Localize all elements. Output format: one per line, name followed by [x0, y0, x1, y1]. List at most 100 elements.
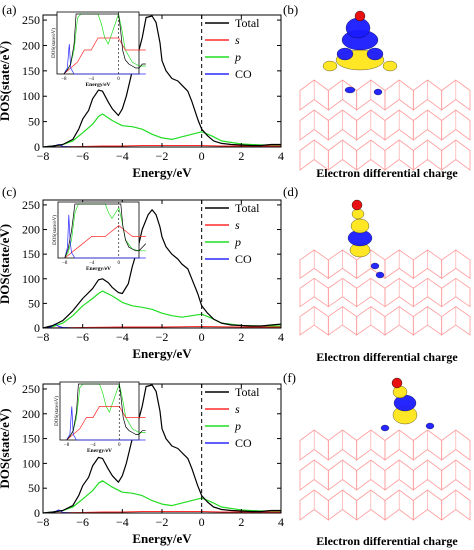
legend-label-p: p	[234, 50, 241, 64]
x-tick-label: 4	[278, 515, 284, 529]
x-tick-label: 2	[238, 149, 244, 163]
x-tick-label: −8	[37, 149, 50, 163]
isosurface-accumulation	[344, 86, 356, 94]
x-tick-label: −2	[156, 515, 169, 529]
x-tick-label: 0	[199, 330, 205, 344]
x-tick-label: −6	[76, 330, 89, 344]
oxygen-atom	[354, 10, 366, 22]
inset-frame	[56, 11, 140, 75]
isosurface-accumulation	[425, 422, 435, 430]
y-tick-label: 150	[22, 64, 40, 78]
panel-letter: (e)	[2, 370, 16, 385]
inset-plot: −8 −4 0 Energy/eV DOS(state/eV)	[52, 11, 146, 88]
y-tick-label: 200	[22, 223, 40, 237]
slab-structure-b	[299, 79, 471, 171]
y-tick-label: 50	[28, 296, 40, 310]
x-axis-label: Energy/eV	[132, 165, 192, 180]
caption-b: Electron differential charge	[316, 166, 458, 180]
inset-plot: −8 −4 0 Energy/eV DOS(state/eV)	[53, 201, 147, 272]
y-tick-label: 50	[28, 115, 40, 129]
inset-line-total	[66, 383, 146, 441]
y-tick-label: 0	[34, 140, 40, 154]
charge-density-d	[347, 199, 385, 279]
slab-structure-f	[299, 429, 471, 521]
legend-label-s: s	[235, 402, 240, 416]
isosurface-depletion	[382, 60, 398, 72]
inset-x-axis-label: Energy/eV	[86, 266, 111, 272]
isosurface-accumulation	[375, 271, 385, 279]
isosurface-accumulation	[366, 47, 384, 61]
x-tick-label: −4	[116, 149, 129, 163]
series-line-total	[42, 384, 281, 514]
x-tick-label: −6	[76, 515, 89, 529]
series-line-p	[42, 290, 281, 329]
x-tick-label: −2	[156, 149, 169, 163]
y-tick-label: 150	[22, 247, 40, 261]
x-tick-label: 0	[199, 515, 205, 529]
y-tick-label: 0	[34, 321, 40, 335]
x-tick-label: −4	[116, 330, 129, 344]
inset-x-tick-label: −4	[90, 443, 96, 448]
inset-line-co	[66, 406, 146, 441]
series-line-s	[42, 511, 281, 514]
panel-letter: (f)	[283, 370, 296, 385]
caption-f: Electron differential charge	[316, 534, 458, 548]
y-tick-label: 200	[22, 38, 40, 52]
y-axis-label: DOS(state/eV)	[0, 408, 12, 488]
y-tick-label: 150	[22, 432, 40, 446]
legend-label-co: CO	[235, 252, 252, 266]
series-line-s	[42, 145, 281, 148]
inset-plot: −8 −4 0 Energy/eV DOS(state/eV)	[55, 381, 146, 454]
y-tick-label: 50	[28, 481, 40, 495]
inset-x-tick-label: 0	[117, 77, 120, 82]
x-tick-label: −2	[156, 330, 169, 344]
inset-frame	[59, 381, 140, 441]
series-line-p	[42, 480, 281, 514]
inset-x-tick-label: −8	[61, 77, 67, 82]
x-tick-label: 0	[199, 149, 205, 163]
legend-label-co: CO	[235, 67, 252, 81]
inset-line-total	[64, 203, 147, 259]
legend-label-total: Total	[235, 201, 260, 215]
x-tick-label: 4	[278, 149, 284, 163]
legend-label-p: p	[234, 419, 241, 433]
isosurface-accumulation	[345, 17, 371, 39]
inset-x-tick-label: −8	[64, 443, 70, 448]
isosurface-accumulation	[373, 88, 383, 96]
series-line-total	[42, 209, 282, 329]
legend-label-s: s	[235, 218, 240, 232]
inset-line-s	[63, 37, 146, 75]
x-tick-label: −8	[37, 515, 50, 529]
inset-y-axis-label: DOS(state/eV)	[53, 215, 58, 245]
y-axis-label: DOS(state/eV)	[0, 41, 12, 121]
x-axis-label: Energy/eV	[132, 531, 192, 546]
panel-letter: (b)	[283, 2, 298, 17]
y-tick-label: 250	[22, 13, 40, 27]
inset-x-tick-label: 0	[118, 261, 121, 266]
inset-x-tick-label: −4	[89, 77, 95, 82]
inset-x-tick-label: −4	[89, 261, 95, 266]
panel-letter: (a)	[2, 2, 16, 17]
x-tick-label: 4	[278, 330, 284, 344]
inset-line-total	[63, 13, 146, 75]
legend-label-total: Total	[235, 385, 260, 399]
isosurface-depletion	[350, 218, 370, 234]
x-tick-label: −6	[76, 149, 89, 163]
legend-label-co: CO	[235, 436, 252, 450]
y-tick-label: 100	[22, 272, 40, 286]
charge-density-f	[380, 377, 435, 432]
y-tick-label: 100	[22, 456, 40, 470]
x-tick-label: 2	[238, 515, 244, 529]
inset-y-axis-label: DOS(state/eV)	[55, 396, 60, 426]
series-line-total	[42, 15, 281, 148]
panel-letter: (d)	[283, 184, 298, 199]
series-line-p	[42, 113, 281, 148]
x-axis-label: Energy/eV	[132, 346, 192, 361]
inset-line-co	[64, 214, 146, 259]
legend-label-total: Total	[235, 16, 260, 30]
legend-label-p: p	[234, 235, 241, 249]
y-tick-label: 200	[22, 407, 40, 421]
oxygen-atom	[391, 377, 403, 389]
caption-d: Electron differential charge	[316, 350, 458, 364]
slab-structure-d	[299, 249, 471, 336]
